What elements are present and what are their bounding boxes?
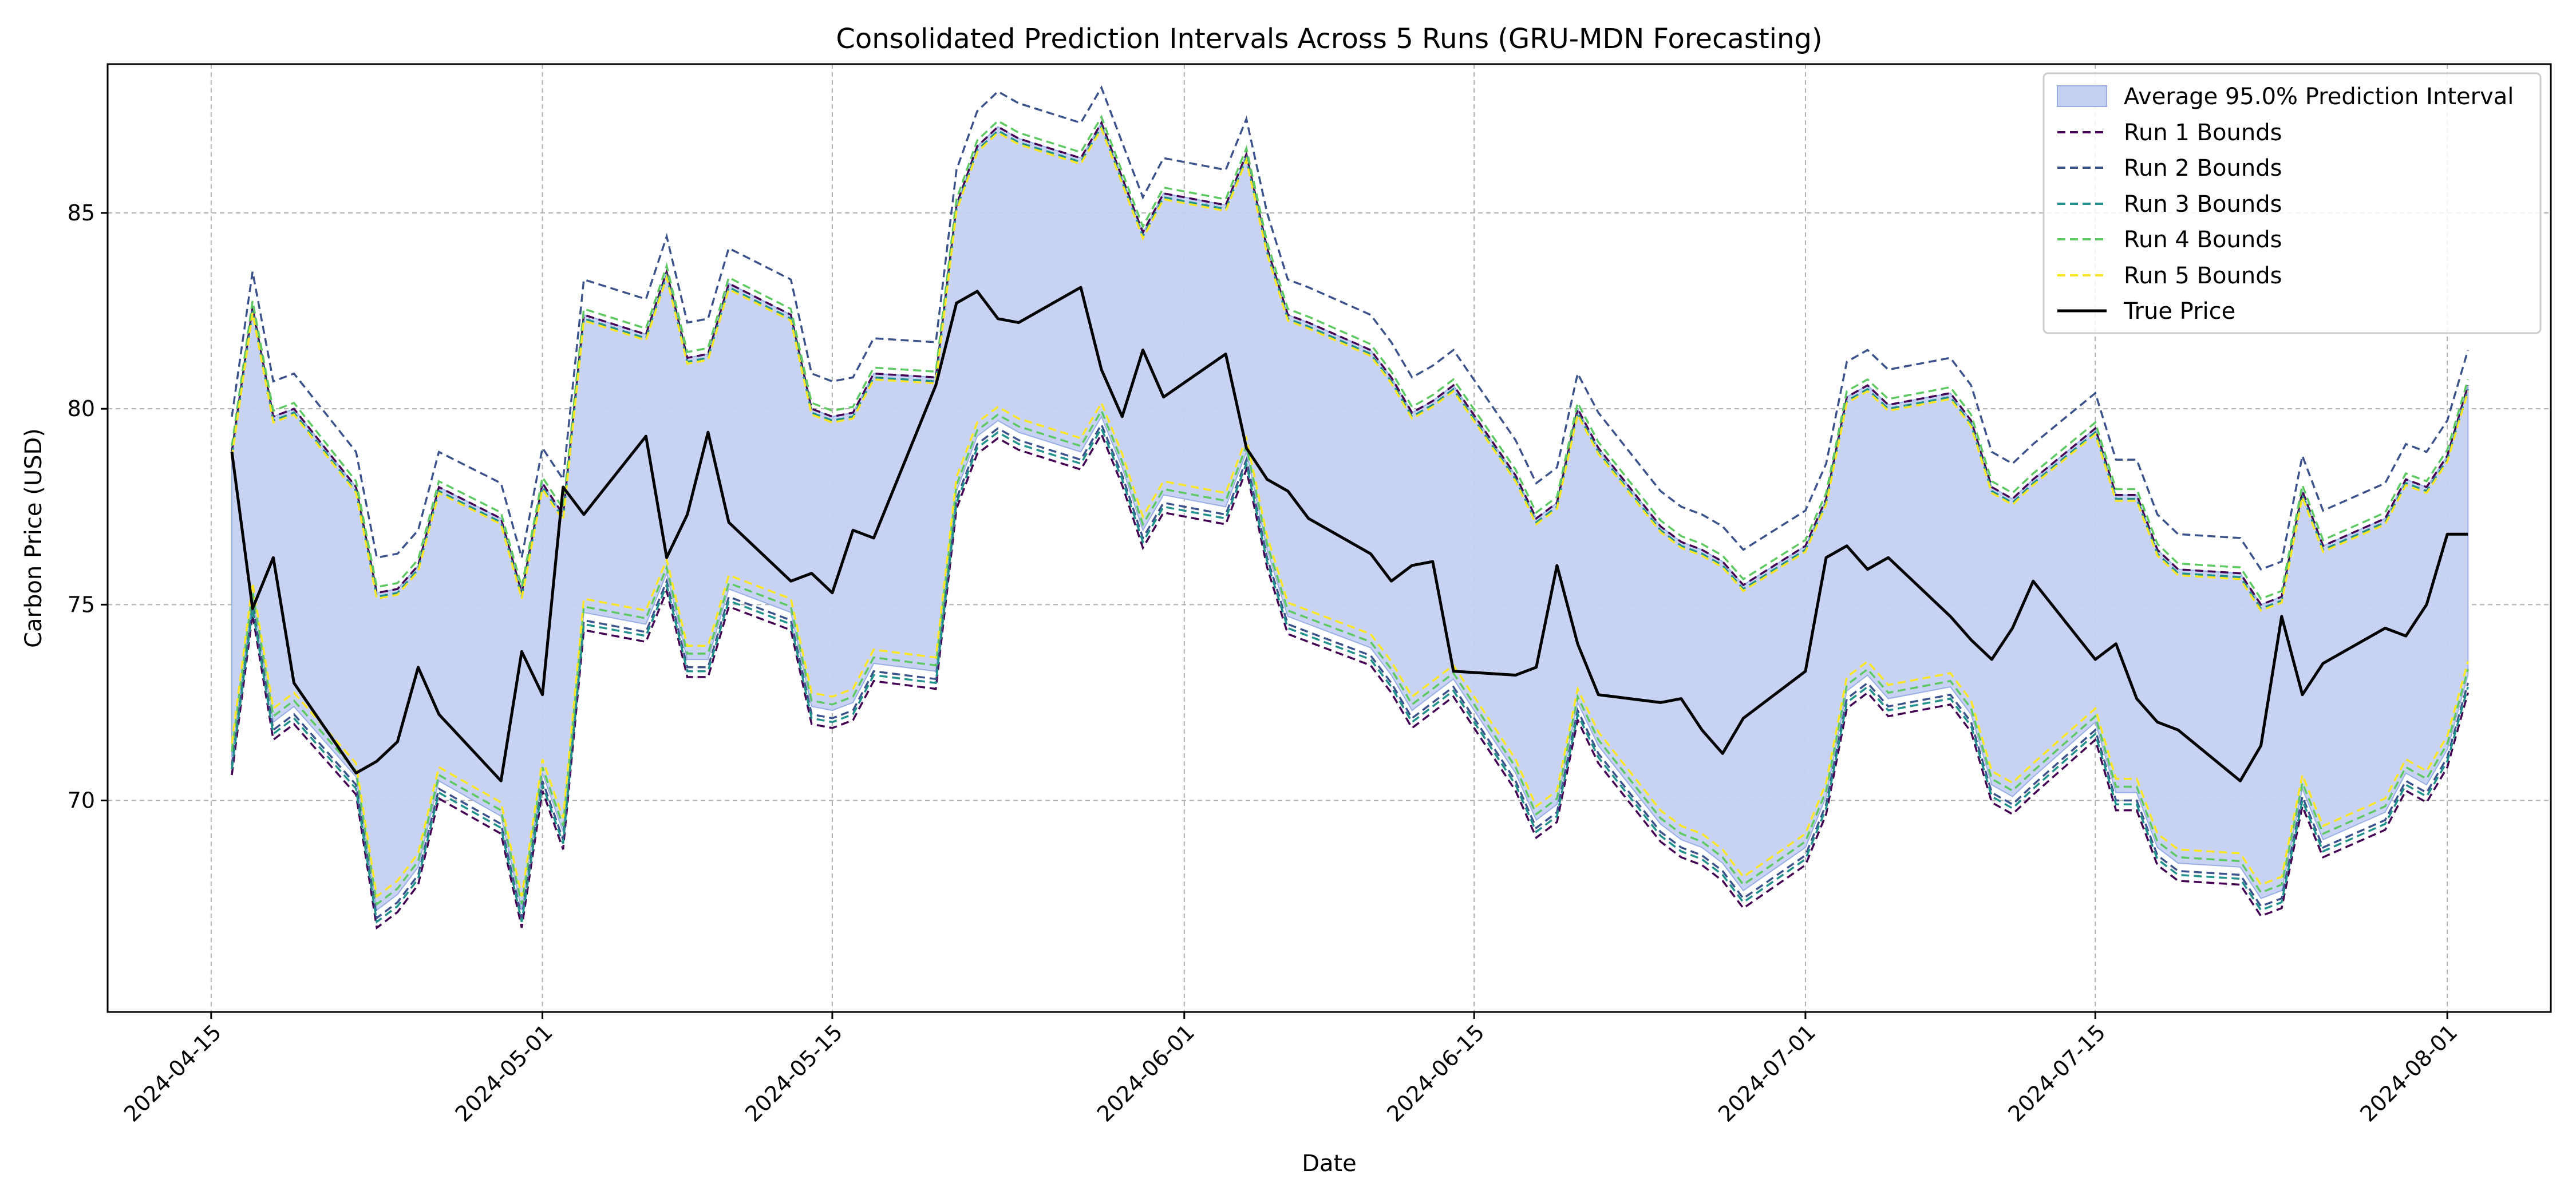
x-tick-label: 2024-06-15 <box>1382 1019 1489 1126</box>
legend-true-price-label: True Price <box>2123 298 2235 325</box>
true-price-layer <box>230 286 2468 782</box>
run-4-lower-bound <box>231 408 2469 906</box>
x-tick-label: 2024-05-01 <box>451 1019 558 1126</box>
x-tick-label: 2024-08-01 <box>2355 1019 2462 1126</box>
x-tick-label: 2024-07-01 <box>1713 1019 1820 1126</box>
legend-run-2-label: Run 2 Bounds <box>2124 155 2282 181</box>
legend-box <box>2042 72 2542 334</box>
true-price-line <box>230 286 2468 782</box>
y-axis: 70 75 80 85 <box>68 200 108 813</box>
legend-band-label: Average 95.0% Prediction Interval <box>2124 84 2514 110</box>
run-5-lower-bound <box>231 400 2469 899</box>
y-tick-label: 85 <box>68 200 95 226</box>
legend-band-swatch <box>2057 85 2107 107</box>
chart-title: Consolidated Prediction Intervals Across… <box>836 23 1822 55</box>
plot-frame <box>106 63 2552 1013</box>
run-3-upper-bound <box>231 124 2469 610</box>
legend-run-1-label: Run 1 Bounds <box>2124 120 2282 146</box>
x-tick-label: 2024-06-01 <box>1092 1019 1199 1126</box>
x-tick-label: 2024-04-15 <box>119 1019 226 1126</box>
run-2-lower-bound <box>231 422 2469 920</box>
y-tick-label: 70 <box>68 788 95 813</box>
run-4-upper-bound <box>231 114 2469 600</box>
legend-run-4-label: Run 4 Bounds <box>2124 227 2282 253</box>
x-axis: 2024-04-15 2024-05-01 2024-05-15 2024-06-01… <box>119 1012 2463 1127</box>
run-bounds-layer <box>231 85 2469 930</box>
run-1-lower-bound <box>231 432 2469 930</box>
run-2-upper-bound <box>231 85 2469 571</box>
y-tick-label: 80 <box>68 396 95 421</box>
run-5-upper-bound <box>231 126 2469 612</box>
legend-run-3-label: Run 3 Bounds <box>2124 191 2282 218</box>
x-tick-label: 2024-07-15 <box>2003 1019 2110 1126</box>
x-axis-label: Date <box>1302 1150 1357 1177</box>
y-axis-label: Carbon Price (USD) <box>21 428 47 648</box>
x-tick-label: 2024-05-15 <box>740 1019 847 1126</box>
legend-run-5-label: Run 5 Bounds <box>2124 263 2282 289</box>
y-tick-label: 75 <box>68 592 95 617</box>
legend: Average 95.0% Prediction Interval Run 1 … <box>2042 72 2542 334</box>
run-3-lower-bound <box>231 426 2469 924</box>
run-1-upper-bound <box>231 120 2469 606</box>
